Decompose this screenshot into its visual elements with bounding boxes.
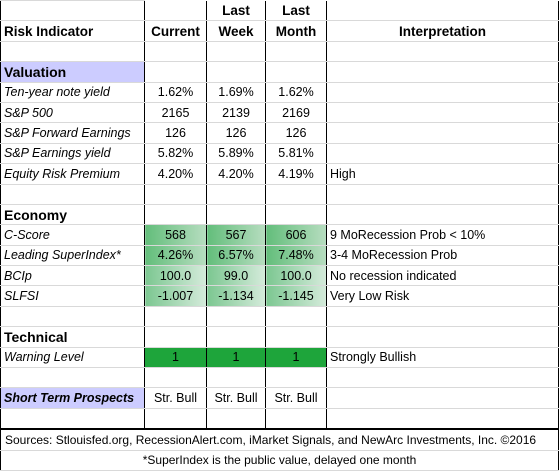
- row-label: SLFSI: [0, 285, 145, 307]
- row-label: Warning Level: [0, 347, 145, 369]
- sources-text: Sources: Stlouisfed.org, RecessionAlert.…: [0, 428, 559, 451]
- section-title-valuation: Valuation: [0, 61, 145, 83]
- row-label: Leading SuperIndex*: [0, 245, 145, 267]
- table-row: Ten-year note yield 1.62% 1.69% 1.62%: [0, 82, 559, 103]
- cell-last-week: 5.89%: [206, 143, 266, 165]
- cell-current: 100.0: [144, 265, 207, 287]
- table-row: S&P Forward Earnings 126 126 126: [0, 122, 559, 144]
- section-title-economy: Economy: [0, 204, 145, 226]
- table-row: S&P Earnings yield 5.82% 5.89% 5.81%: [0, 143, 559, 165]
- cell-current: 1.62%: [144, 82, 207, 103]
- spacer-row: [0, 184, 559, 205]
- header-row: Risk Indicator Current Week Month Interp…: [0, 20, 559, 42]
- row-label: Ten-year note yield: [0, 82, 145, 103]
- row-label: S&P Forward Earnings: [0, 122, 145, 144]
- spacer-row: [0, 41, 559, 63]
- header-row-top: Last Last: [0, 0, 559, 22]
- row-label: Equity Risk Premium: [0, 163, 145, 185]
- cell-last-week: 1.69%: [206, 82, 266, 103]
- cell-last-month: 606: [265, 224, 327, 246]
- cell-current: 126: [144, 122, 207, 144]
- spacer-row: [0, 408, 559, 430]
- table-row: Equity Risk Premium 4.20% 4.20% 4.19% Hi…: [0, 163, 559, 185]
- spacer-row: [0, 367, 559, 389]
- cell-interpretation: 9 MoRecession Prob < 10%: [326, 224, 559, 246]
- header-last-week: Week: [206, 20, 266, 42]
- prospects-last-week: Str. Bull: [206, 387, 266, 409]
- cell-last-month: 4.19%: [265, 163, 327, 185]
- table-row: Leading SuperIndex* 4.26% 6.57% 7.48% 3-…: [0, 245, 559, 267]
- table-row: BCIp 100.0 99.0 100.0 No recession indic…: [0, 265, 559, 287]
- cell-interpretation: High: [326, 163, 559, 185]
- cell-last-month: 126: [265, 122, 327, 144]
- cell-current: 2165: [144, 102, 207, 124]
- prospects-last-month: Str. Bull: [265, 387, 327, 409]
- header-interpretation: Interpretation: [326, 20, 559, 42]
- cell-current: 1: [144, 347, 207, 369]
- spacer-row: [0, 306, 559, 328]
- cell-current: 568: [144, 224, 207, 246]
- cell-interpretation: [326, 122, 559, 144]
- header-last-week-line1: Last: [206, 0, 266, 22]
- row-label: S&P Earnings yield: [0, 143, 145, 165]
- header-last-month-line1: Last: [265, 0, 327, 22]
- cell-interpretation: [326, 102, 559, 124]
- cell-last-week: 99.0: [206, 265, 266, 287]
- table-row: C-Score 568 567 606 9 MoRecession Prob <…: [0, 224, 559, 246]
- row-label: BCIp: [0, 265, 145, 287]
- row-label: S&P 500: [0, 102, 145, 124]
- header-last-month: Month: [265, 20, 327, 42]
- cell-current: -1.007: [144, 285, 207, 307]
- cell-last-week: 6.57%: [206, 245, 266, 267]
- cell-last-month: 1.62%: [265, 82, 327, 103]
- cell-current: 5.82%: [144, 143, 207, 165]
- cell-interpretation: [326, 143, 559, 165]
- cell-last-month: 100.0: [265, 265, 327, 287]
- superindex-note: *SuperIndex is the public value, delayed…: [0, 450, 559, 471]
- prospects-label: Short Term Prospects: [0, 387, 145, 409]
- note-row: *SuperIndex is the public value, delayed…: [0, 450, 559, 471]
- cell-interpretation: No recession indicated: [326, 265, 559, 287]
- cell-interpretation: 3-4 MoRecession Prob: [326, 245, 559, 267]
- table-row: S&P 500 2165 2139 2169: [0, 102, 559, 124]
- section-valuation: Valuation: [0, 61, 559, 83]
- header-current: Current: [144, 20, 207, 42]
- section-title-technical: Technical: [0, 326, 145, 348]
- cell-last-month: 7.48%: [265, 245, 327, 267]
- cell-current: 4.20%: [144, 163, 207, 185]
- cell-last-month: 2169: [265, 102, 327, 124]
- cell-last-month: -1.145: [265, 285, 327, 307]
- cell-interpretation: [326, 82, 559, 103]
- cell-last-week: -1.134: [206, 285, 266, 307]
- section-technical: Technical: [0, 326, 559, 348]
- cell-last-week: 2139: [206, 102, 266, 124]
- cell-last-week: 126: [206, 122, 266, 144]
- table-row: SLFSI -1.007 -1.134 -1.145 Very Low Risk: [0, 285, 559, 307]
- cell-interpretation: Very Low Risk: [326, 285, 559, 307]
- cell-last-month: 5.81%: [265, 143, 327, 165]
- cell-interpretation: Strongly Bullish: [326, 347, 559, 369]
- cell-last-month: 1: [265, 347, 327, 369]
- section-economy: Economy: [0, 204, 559, 226]
- header-risk-indicator: Risk Indicator: [0, 20, 145, 42]
- cell-last-week: 567: [206, 224, 266, 246]
- row-label: C-Score: [0, 224, 145, 246]
- cell-last-week: 4.20%: [206, 163, 266, 185]
- sources-row: Sources: Stlouisfed.org, RecessionAlert.…: [0, 428, 559, 451]
- table-row: Warning Level 1 1 1 Strongly Bullish: [0, 347, 559, 369]
- prospects-row: Short Term Prospects Str. Bull Str. Bull…: [0, 387, 559, 409]
- prospects-current: Str. Bull: [144, 387, 207, 409]
- cell-current: 4.26%: [144, 245, 207, 267]
- cell-last-week: 1: [206, 347, 266, 369]
